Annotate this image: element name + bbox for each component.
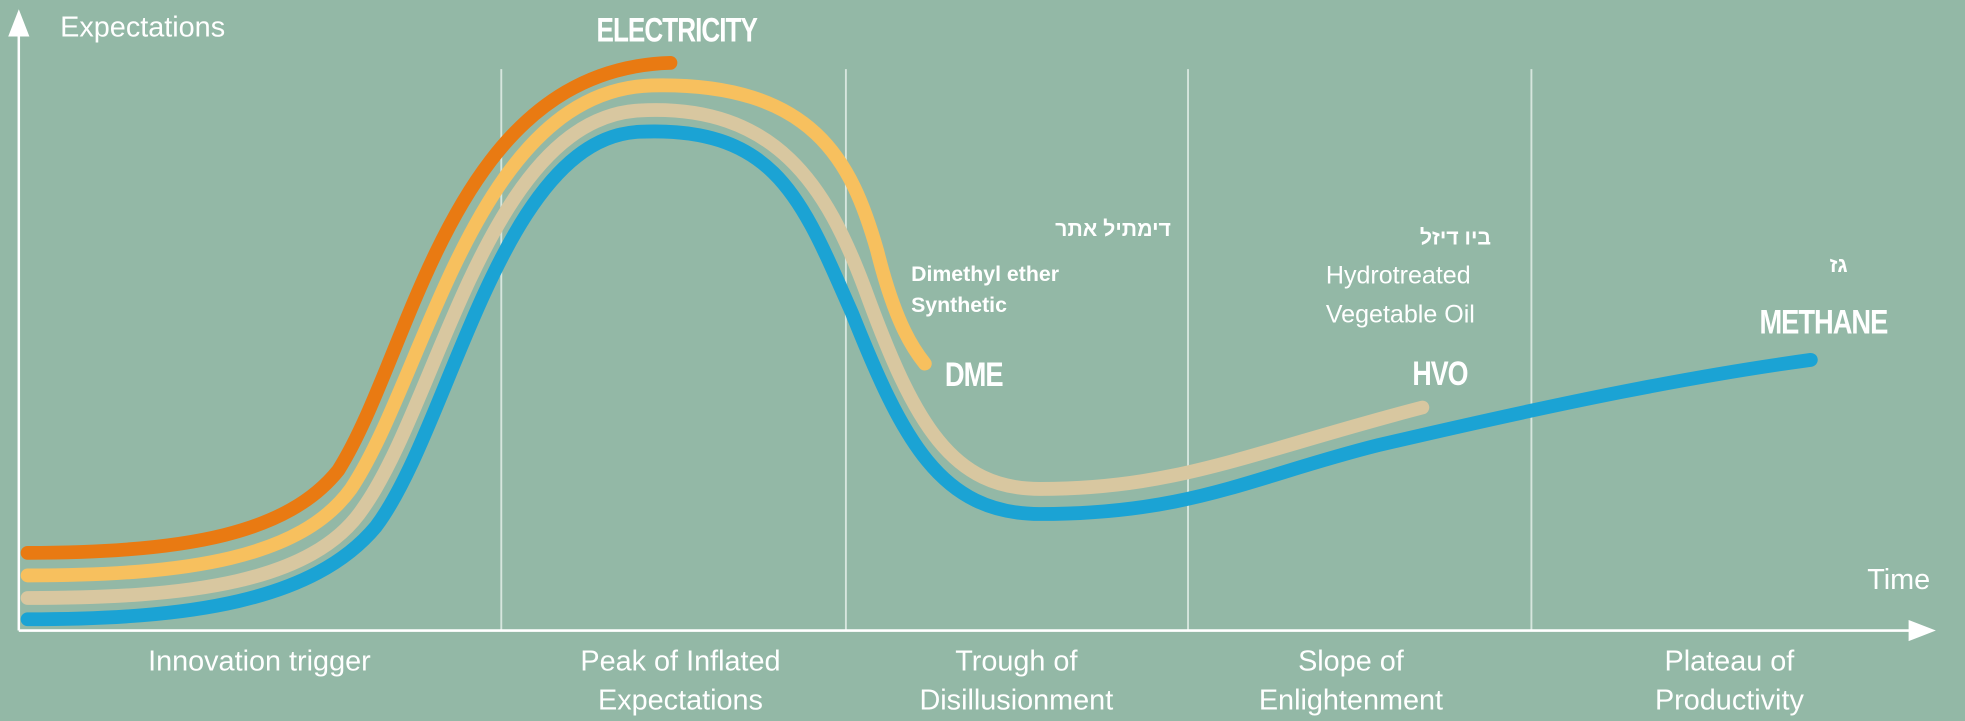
methane-label: METHANE: [1759, 304, 1887, 342]
electricity-label: ELECTRICITY: [597, 12, 759, 50]
x-axis-label: Time: [1867, 564, 1930, 596]
phase-label: Expectations: [598, 685, 763, 717]
phase-label: Productivity: [1655, 685, 1805, 717]
y-arrow: [8, 9, 30, 37]
phase-label: Trough of: [955, 646, 1078, 678]
x-arrow: [1908, 619, 1936, 642]
hvo-label: HVO: [1412, 355, 1467, 393]
curve-dme: [20, 78, 932, 583]
dme-line: Dimethyl ether: [911, 262, 1059, 286]
phase-label: Disillusionment: [919, 685, 1113, 717]
y-axis-label: Expectations: [60, 12, 225, 44]
phase-label: Plateau of: [1665, 646, 1796, 678]
dme-label: DME: [945, 356, 1003, 394]
hvo-hebrew: ביו דיזל: [1420, 226, 1491, 250]
curve-hvo: [20, 103, 1430, 605]
curve-methane: [20, 124, 1818, 627]
phase-label: Innovation trigger: [148, 646, 371, 678]
hvo-line: Vegetable Oil: [1326, 300, 1475, 328]
axes: [8, 9, 1936, 642]
curve-electricity: [20, 55, 678, 560]
phase-label: Slope of: [1298, 646, 1405, 678]
methane-hebrew: גז: [1830, 253, 1848, 277]
hvo-line: Hydrotreated: [1326, 261, 1471, 289]
phase-label: Enlightenment: [1259, 685, 1443, 717]
dme-hebrew: דימתיל אתר: [1055, 217, 1171, 241]
dme-line: Synthetic: [911, 293, 1007, 317]
phase-label: Peak of Inflated: [580, 646, 780, 678]
